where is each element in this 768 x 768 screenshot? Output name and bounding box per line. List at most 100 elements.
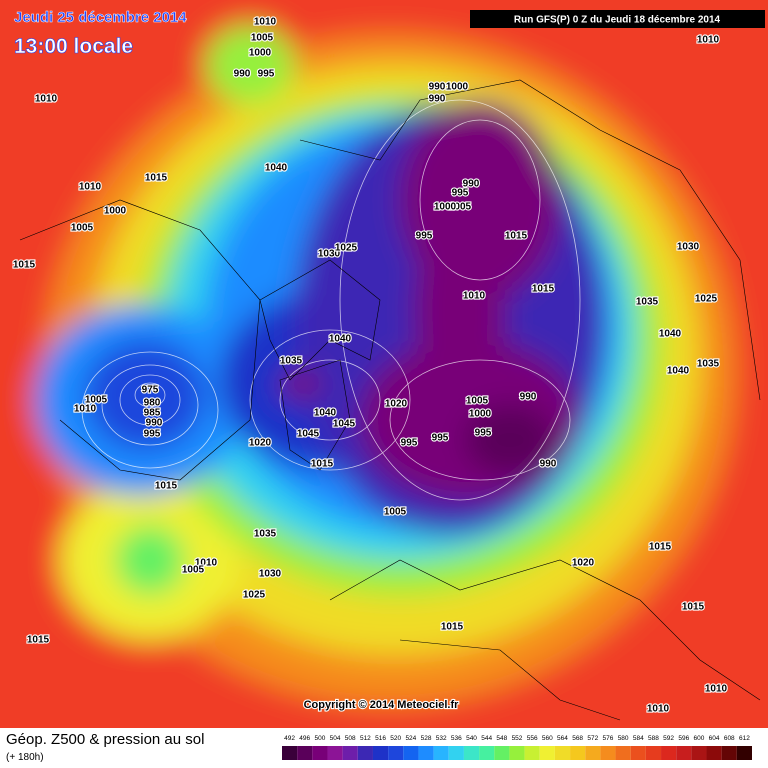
- pressure-label: 1045: [297, 429, 320, 440]
- pressure-label: 1025: [243, 590, 266, 601]
- pressure-label: 1040: [659, 329, 682, 340]
- pressure-label: 995: [258, 69, 275, 80]
- pressure-label: 1010: [647, 704, 670, 715]
- pressure-label: 1020: [385, 399, 408, 410]
- legend-swatch: [645, 746, 662, 760]
- legend-label: 532: [436, 735, 447, 742]
- pressure-label: 1000: [434, 202, 457, 213]
- pressure-label: 1015: [145, 173, 168, 184]
- pressure-label: 1030: [259, 569, 282, 580]
- pressure-label: 1015: [13, 260, 36, 271]
- legend-swatch: [570, 746, 586, 760]
- legend-swatch: [539, 746, 555, 760]
- legend-label: 540: [466, 735, 477, 742]
- legend-swatch: [312, 746, 328, 760]
- legend-label: 604: [709, 735, 720, 742]
- legend-label: 500: [314, 735, 325, 742]
- pressure-label: 1020: [572, 558, 595, 569]
- legend-label: 588: [648, 735, 659, 742]
- copyright: Copyright © 2014 Meteociel.fr: [304, 699, 460, 711]
- pressure-label: 1035: [636, 297, 659, 308]
- legend-swatch: [721, 746, 737, 760]
- pressure-label: 990: [463, 179, 480, 190]
- legend-swatch: [615, 746, 631, 760]
- pressure-label: 1010: [79, 182, 102, 193]
- legend-label: 508: [345, 735, 356, 742]
- legend-swatch: [706, 746, 722, 760]
- legend-label: 504: [330, 735, 341, 742]
- legend-label: 592: [663, 735, 674, 742]
- pressure-label: 985: [144, 408, 161, 419]
- pressure-label: 995: [475, 428, 492, 439]
- legend-swatch: [448, 746, 464, 760]
- pressure-label: 1005: [182, 565, 205, 576]
- pressure-label: 1010: [705, 684, 728, 695]
- legend-swatch: [388, 746, 404, 760]
- legend: 492 496 500 504 508 512 516 520 524 528 532 536 540 5…: [282, 735, 752, 760]
- legend-swatch: [524, 746, 540, 760]
- pressure-label: 1025: [695, 294, 718, 305]
- pressure-label: 995: [432, 433, 449, 444]
- pressure-label: 1005: [85, 395, 108, 406]
- legend-label: 520: [390, 735, 401, 742]
- legend-label: 548: [496, 735, 507, 742]
- legend-swatch: [691, 746, 707, 760]
- pressure-label: 1040: [265, 163, 288, 174]
- legend-label: 556: [527, 735, 538, 742]
- legend-label: 492: [284, 735, 295, 742]
- pressure-label: 1020: [249, 438, 272, 449]
- legend-swatch: [676, 746, 692, 760]
- legend-swatch: [630, 746, 646, 760]
- pressure-label: 1015: [532, 284, 555, 295]
- pressure-label: 1040: [667, 366, 690, 377]
- pressure-label: 1005: [466, 396, 489, 407]
- pressure-label: 1010: [697, 35, 720, 46]
- legend-label: 496: [299, 735, 310, 742]
- pressure-label: 1000: [446, 82, 469, 93]
- pressure-label: 975: [142, 385, 159, 396]
- pressure-label: 1015: [505, 231, 528, 242]
- legend-swatch: [418, 746, 434, 760]
- pressure-label: 1035: [280, 356, 303, 367]
- legend-swatch: [509, 746, 525, 760]
- legend-label: 572: [587, 735, 598, 742]
- pressure-label: 1005: [251, 33, 274, 44]
- isobars: [81, 99, 581, 501]
- pressure-label: 1005: [449, 202, 472, 213]
- legend-label: 568: [572, 735, 583, 742]
- pressure-label: 995: [401, 438, 418, 449]
- pressure-label: 990: [540, 459, 557, 470]
- legend-label: 564: [557, 735, 568, 742]
- pressure-label: 1005: [71, 223, 94, 234]
- legend-label: 560: [542, 735, 553, 742]
- time: 13:00 locale: [14, 35, 133, 58]
- legend-swatch: [554, 746, 571, 760]
- pressure-label: 1040: [314, 408, 337, 419]
- legend-label: 584: [633, 735, 644, 742]
- legend-swatch: [661, 746, 677, 760]
- legend-swatch: [372, 746, 389, 760]
- legend-swatch: [342, 746, 358, 760]
- pressure-label: 1030: [677, 242, 700, 253]
- legend-swatch: [282, 746, 298, 760]
- legend-label: 600: [694, 735, 705, 742]
- pressure-label: 1035: [254, 529, 277, 540]
- legend-swatch: [600, 746, 616, 760]
- pressure-label: 1030: [318, 249, 341, 260]
- pressure-label: 1015: [27, 635, 50, 646]
- legend-swatch: [479, 746, 495, 760]
- pressure-label: 995: [144, 429, 161, 440]
- pressure-label: 1015: [155, 481, 178, 492]
- pressure-label: 1005: [384, 507, 407, 518]
- pressure-label: 1000: [469, 409, 492, 420]
- footer-lead: (+ 180h): [6, 752, 44, 763]
- pressure-label: 1015: [441, 622, 464, 633]
- pressure-label: 990: [520, 392, 537, 403]
- legend-label: 552: [512, 735, 523, 742]
- pressure-label: 1010: [74, 404, 97, 415]
- pressure-label: 1045: [333, 419, 356, 430]
- pressure-label: 995: [416, 231, 433, 242]
- footer-title: Géop. Z500 & pression au sol: [6, 731, 204, 748]
